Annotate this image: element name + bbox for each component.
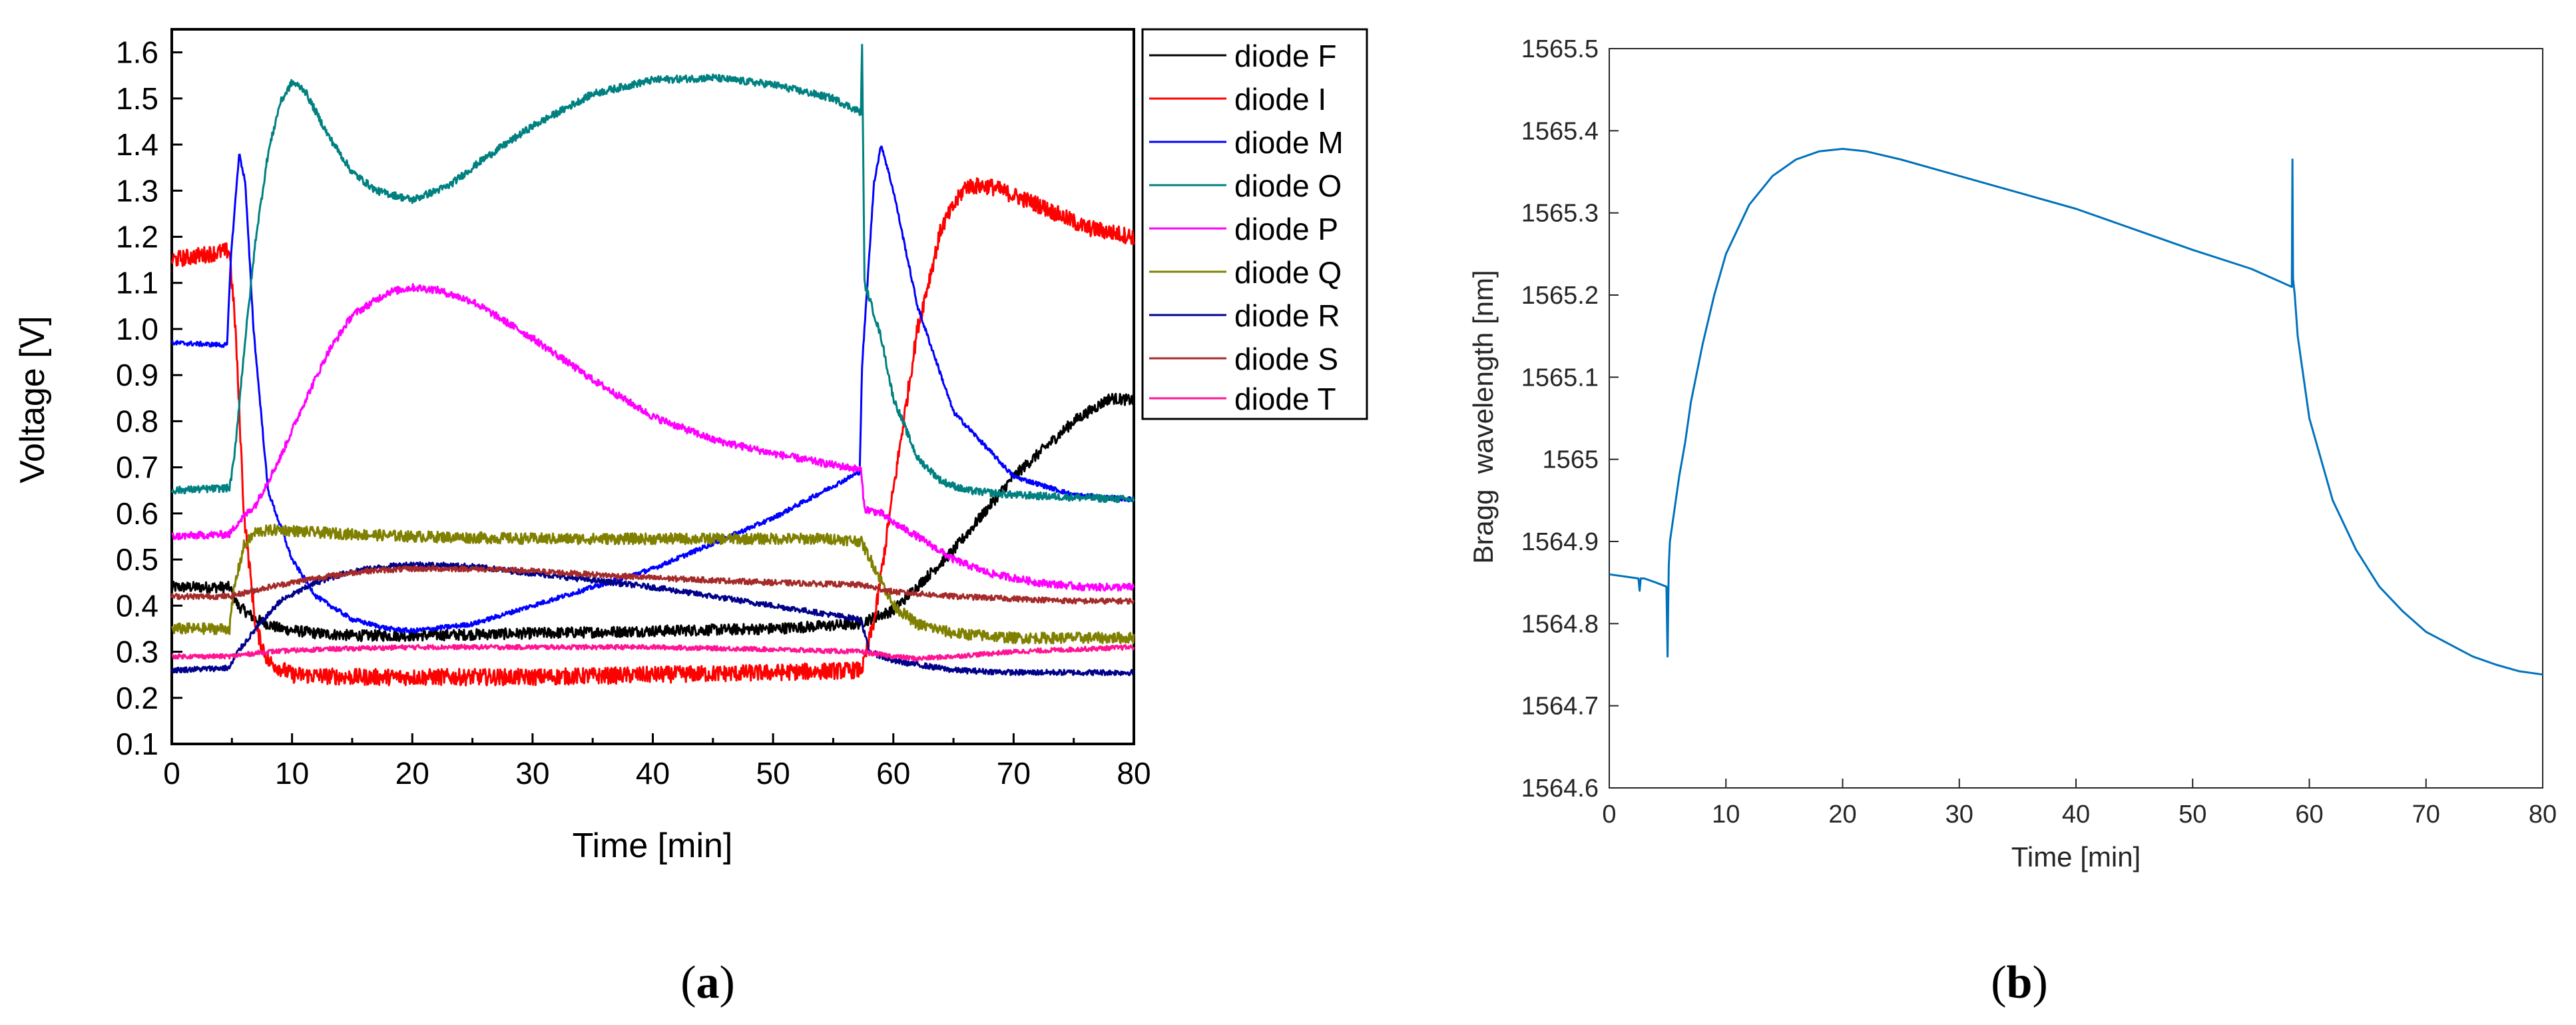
x-tick-label: 10 — [275, 756, 309, 791]
y-tick-label: 1.0 — [116, 312, 158, 346]
y-tick-label: 0.9 — [116, 358, 158, 392]
legend-label-diode-f: diode F — [1234, 39, 1336, 73]
panel-a-legend: diode F diode I diode M diode O diode P … — [1141, 28, 1368, 420]
series-line-diode-s — [170, 565, 1135, 605]
y-tick-label: 0.3 — [116, 635, 158, 669]
panel-a-series-group — [170, 43, 1135, 687]
panel-b-x-axis-label: Time [min] — [2011, 841, 2141, 872]
x-tick-label: 80 — [1117, 756, 1151, 791]
y-tick-label: 0.4 — [116, 588, 158, 623]
x-tick-label: 20 — [1828, 801, 1856, 829]
series-line-diode-i — [170, 177, 1135, 687]
y-tick-label: 0.8 — [116, 404, 158, 438]
panel-b-caption-letter: b — [2007, 957, 2033, 1008]
y-tick-label: 0.6 — [116, 496, 158, 531]
y-tick-label: 1.6 — [116, 35, 158, 70]
panel-b-caption: (b) — [1991, 957, 2048, 1008]
y-tick-label: 0.1 — [116, 727, 158, 761]
series-line-diode-q — [170, 523, 1135, 645]
legend-label-diode-m: diode M — [1234, 125, 1344, 160]
panel-a-plot-frame — [170, 28, 1135, 745]
x-tick-label: 70 — [2412, 801, 2440, 829]
y-tick-label: 1564.9 — [1521, 528, 1599, 556]
panel-a-x-axis-label: Time [min] — [573, 827, 733, 865]
x-tick-label: 50 — [756, 756, 790, 791]
y-tick-label: 0.2 — [116, 681, 158, 715]
y-tick-label: 1565.1 — [1521, 364, 1599, 392]
x-tick-label: 60 — [876, 756, 910, 791]
legend-label-diode-o: diode O — [1234, 169, 1342, 203]
panel-b-plot-frame — [1609, 48, 2543, 789]
series-line-diode-o — [170, 43, 1135, 504]
series-line-diode-p — [171, 283, 1135, 592]
x-tick-label: 40 — [636, 756, 670, 791]
x-tick-label: 40 — [2062, 801, 2090, 829]
series-line-diode-f — [170, 392, 1135, 643]
panel-b-series-group — [1609, 148, 2543, 676]
panel-b-y-axis-label: Bragg wavelength [nm] — [1467, 270, 1499, 563]
x-tick-label: 30 — [515, 756, 549, 791]
panel-a-caption-letter: a — [696, 957, 720, 1008]
x-tick-label: 60 — [2295, 801, 2323, 829]
y-tick-label: 1565.4 — [1521, 117, 1599, 145]
y-tick-label: 1565.2 — [1521, 282, 1599, 310]
legend-label-diode-t: diode T — [1234, 382, 1336, 416]
y-tick-label: 1565 — [1542, 446, 1599, 474]
x-tick-label: 70 — [997, 756, 1031, 791]
panel-b-y-ticks: 1564.6 1564.7 1564.8 1564.9 1565 1565.1 1565.2… — [1521, 35, 1619, 803]
legend-label-diode-q: diode Q — [1234, 255, 1342, 290]
series-line-bragg-wavelength — [1609, 148, 2543, 676]
y-tick-label: 1564.8 — [1521, 610, 1599, 638]
panel-a-caption: (a) — [680, 957, 735, 1008]
y-tick-label: 1564.6 — [1521, 775, 1599, 803]
panel-a-y-axis-label: Voltage [V] — [13, 316, 52, 484]
y-tick-label: 1.4 — [116, 127, 158, 162]
y-tick-label: 1.5 — [116, 81, 158, 116]
legend-label-diode-r: diode R — [1234, 298, 1340, 333]
legend-label-diode-i: diode I — [1234, 82, 1326, 117]
x-tick-label: 30 — [1945, 801, 1973, 829]
panel-b-x-ticks: 0 10 20 30 40 50 60 70 80 — [1602, 779, 2557, 829]
series-line-diode-t — [171, 643, 1135, 662]
panel-a-chart: 0 10 20 30 40 50 60 70 80 0.10.20.30.40.50.60.70… — [13, 28, 1368, 1008]
x-tick-label: 0 — [163, 756, 180, 791]
x-tick-label: 10 — [1712, 801, 1740, 829]
y-tick-label: 1.2 — [116, 220, 158, 254]
y-tick-label: 0.7 — [116, 450, 158, 485]
x-tick-label: 50 — [2179, 801, 2206, 829]
y-tick-label: 0.5 — [116, 542, 158, 577]
x-tick-label: 20 — [395, 756, 429, 791]
series-line-diode-m — [170, 145, 1135, 634]
y-tick-label: 1.1 — [116, 266, 158, 300]
x-tick-label: 80 — [2529, 801, 2557, 829]
panel-a-x-ticks: 0 10 20 30 40 50 60 70 80 — [163, 733, 1151, 791]
y-tick-label: 1564.7 — [1521, 693, 1599, 721]
panel-a-y-ticks: 0.1 0.2 0.3 0.4 0.5 0.6 0.7 0.8 0.9 1.0 1.1 1.2 1.3 1… — [116, 35, 182, 761]
y-tick-label: 1565.5 — [1521, 35, 1599, 63]
y-tick-label: 1.3 — [116, 173, 158, 208]
legend-label-diode-p: diode P — [1234, 212, 1338, 246]
legend-label-diode-s: diode S — [1234, 342, 1338, 376]
legend-frame — [1141, 28, 1368, 420]
panel-b-chart: 0 10 20 30 40 50 60 70 80 1564.61564.71564.81564… — [1467, 35, 2557, 1008]
y-tick-label: 1565.3 — [1521, 200, 1599, 228]
x-tick-label: 0 — [1602, 801, 1616, 829]
